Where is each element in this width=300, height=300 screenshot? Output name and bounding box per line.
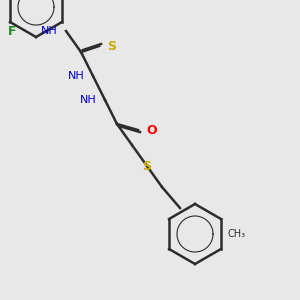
Text: NH: NH (80, 95, 97, 105)
Text: S: S (107, 40, 116, 52)
Text: NH: NH (41, 26, 58, 36)
Text: NH: NH (68, 71, 85, 81)
Text: F: F (8, 25, 16, 38)
Text: S: S (142, 160, 152, 172)
Text: CH₃: CH₃ (228, 229, 246, 239)
Text: O: O (146, 124, 157, 136)
